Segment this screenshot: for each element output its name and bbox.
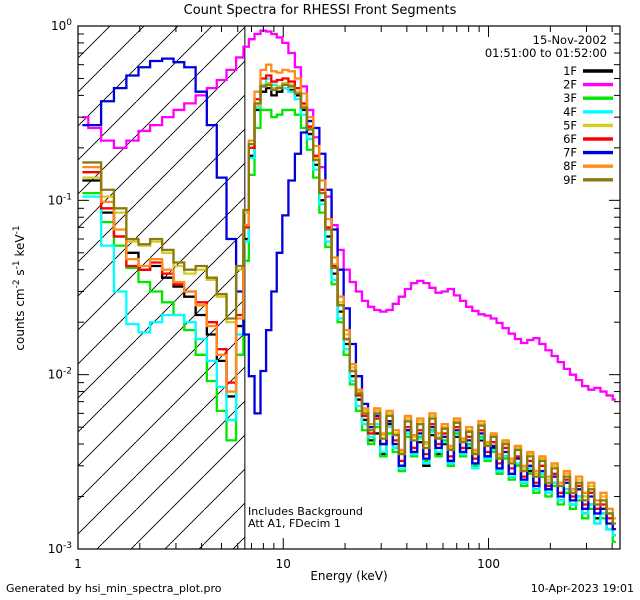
observation-date: 15-Nov-2002 bbox=[533, 33, 607, 47]
legend-label-1f: 1F bbox=[563, 64, 577, 78]
y-tick-label-3: 10-3 bbox=[48, 541, 72, 556]
x-tick-label-100: 100 bbox=[477, 557, 500, 571]
legend-label-7f: 7F bbox=[563, 146, 577, 160]
legend-label-3f: 3F bbox=[563, 91, 577, 105]
footer-generator: Generated by hsi_min_spectra_plot.pro bbox=[6, 582, 222, 595]
footer-timestamp: 10-Apr-2023 19:01 bbox=[531, 582, 634, 595]
legend-label-5f: 5F bbox=[563, 118, 577, 132]
legend-label-8f: 8F bbox=[563, 159, 577, 173]
y-label-part-1: -2 bbox=[12, 279, 22, 288]
spectrum-curve-9f bbox=[82, 83, 616, 525]
annotation-line-1: Includes Background bbox=[248, 505, 363, 518]
spectrum-curve-2f bbox=[82, 29, 616, 401]
spectra-series-layer bbox=[82, 29, 616, 543]
y-label-part-4: keV bbox=[13, 234, 27, 261]
y-tick-label-1: 10-1 bbox=[48, 192, 72, 207]
axis-ticks bbox=[77, 25, 620, 550]
annotation-line-2: Att A1, FDecim 1 bbox=[248, 517, 341, 530]
legend-label-2f: 2F bbox=[563, 78, 577, 92]
x-tick-label-10: 10 bbox=[276, 557, 291, 571]
legend-label-4f: 4F bbox=[563, 105, 577, 119]
legend-label-9f: 9F bbox=[563, 173, 577, 187]
y-label-part-5: -1 bbox=[12, 225, 22, 234]
page-title: Count Spectra for RHESSI Front Segments bbox=[184, 3, 457, 18]
axis-tick-labels: 1 10 100 100 10-1 10-2 10-3 bbox=[48, 18, 500, 571]
svg-text:counts cm-2 s-1 keV-1: counts cm-2 s-1 keV-1 bbox=[12, 225, 27, 350]
axes-frame bbox=[77, 25, 621, 550]
y-axis-label: counts cm-2 s-1 keV-1 bbox=[12, 225, 27, 350]
x-axis-label: Energy (keV) bbox=[310, 569, 387, 583]
y-tick-label-0: 100 bbox=[51, 18, 72, 33]
y-label-part-3: -1 bbox=[12, 260, 22, 269]
observation-time-range: 01:51:00 to 01:52:00 bbox=[485, 46, 607, 60]
y-label-part-0: counts cm bbox=[13, 288, 27, 350]
y-label-part-2: s bbox=[13, 269, 27, 279]
x-tick-label-1: 1 bbox=[74, 557, 82, 571]
y-tick-label-2: 10-2 bbox=[48, 367, 72, 382]
legend-label-6f: 6F bbox=[563, 132, 577, 146]
